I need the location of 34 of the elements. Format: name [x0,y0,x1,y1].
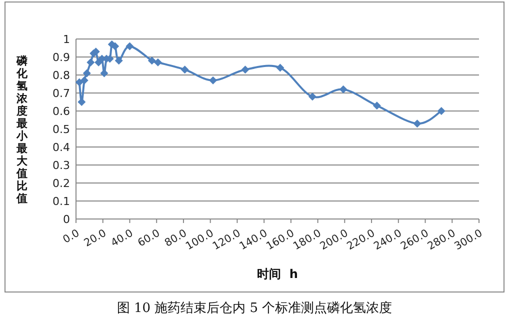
point [209,76,218,84]
y-tick-label: 0.9 [52,51,70,64]
point [308,92,316,101]
text: 图 10 施药结束后仓内 5 个标准测点磷化氢浓度 [116,300,392,316]
point [372,102,381,110]
y-tick-label: 0.5 [52,123,70,136]
point [154,58,162,66]
point [82,69,91,78]
x-tick-label: 0.0 [61,227,82,246]
point [339,85,348,94]
y-tick-label: 0 [63,213,70,226]
point [80,76,88,84]
x-tick-label: 20.0 [82,227,108,250]
text: 磷化氢浓度最小最大值比值 [16,54,28,205]
y-tick-label: 0.3 [52,159,70,172]
point [437,107,446,115]
point [126,42,134,50]
y-tick-label: 0.7 [52,87,70,100]
point [241,66,250,74]
y-tick-label: 0.4 [52,141,70,154]
y-tick-label: 0.6 [52,105,70,118]
point [114,56,123,65]
y-tick-label: 1 [63,33,70,46]
x-axis-title: 时间 h [257,267,298,281]
y-tick-label: 0.8 [52,69,70,82]
point [86,58,95,66]
point [276,64,284,72]
point [148,56,156,65]
point [413,120,422,128]
y-tick-label: 0.2 [52,177,70,190]
x-tick-label: 60.0 [136,227,162,250]
y-tick-label: 0.1 [52,195,70,208]
point [180,66,189,74]
x-tick-label: 40.0 [108,227,136,250]
